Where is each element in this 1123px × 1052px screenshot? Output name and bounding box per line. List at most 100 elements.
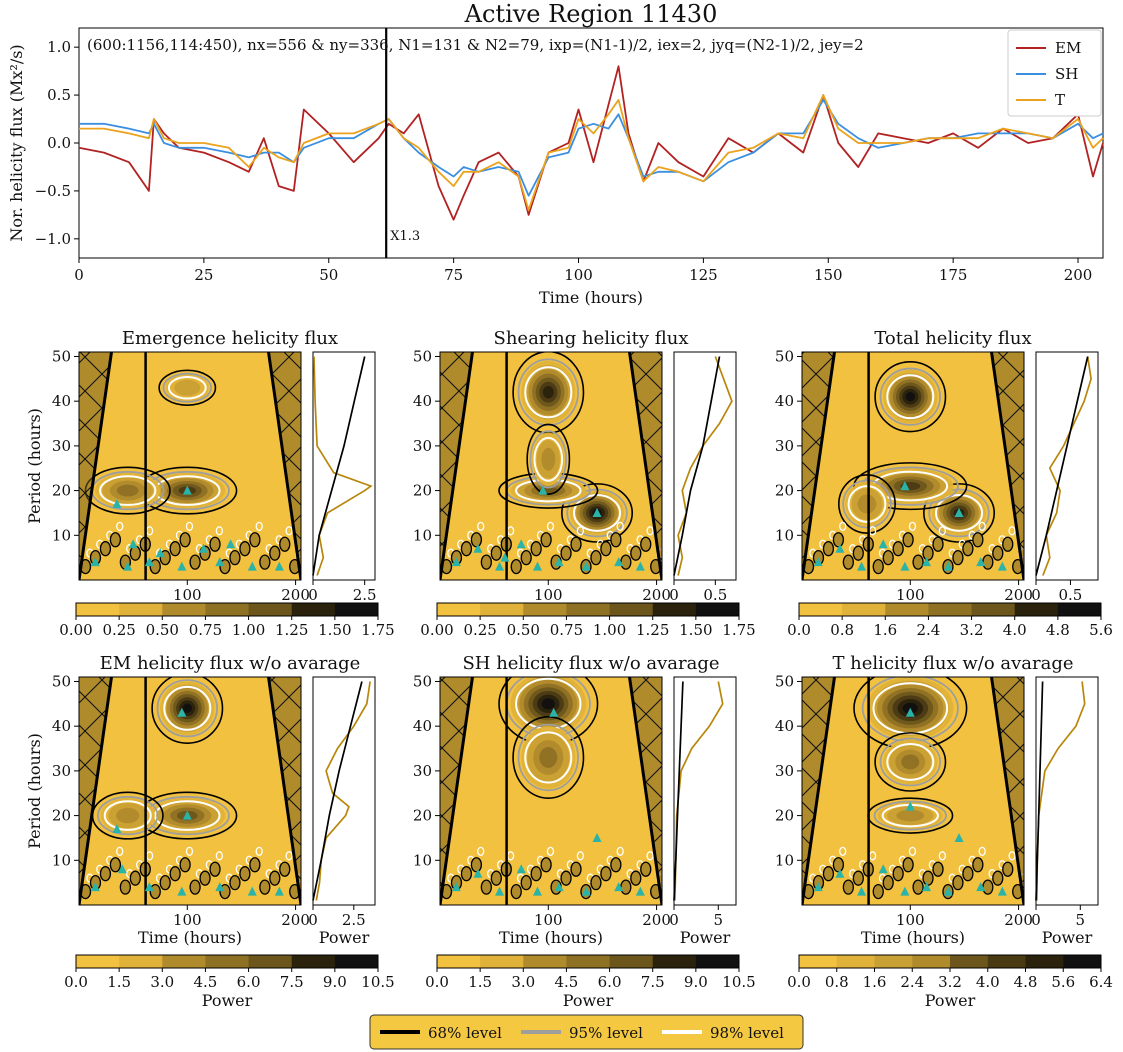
noise-contour [590, 549, 602, 566]
x-tick-label: 200 [642, 586, 671, 604]
colorbar-frame [798, 602, 1102, 617]
colorbar-tick-label: 4.0 [976, 973, 1000, 991]
local-maximum-marker [878, 864, 888, 874]
colorbar-band [334, 955, 379, 968]
local-maximum-marker [177, 886, 187, 896]
signif-98-contour [573, 494, 622, 532]
noise-contour-98 [546, 521, 555, 532]
timeseries-legend: EM SH T [1007, 29, 1102, 117]
colorbar-band [334, 603, 379, 616]
noise-contour [540, 857, 552, 873]
colorbar-band [1014, 603, 1059, 616]
signif-95-contour [156, 679, 218, 738]
y-tick-label: 20 [775, 807, 794, 825]
noise-contour [490, 870, 502, 886]
local-maximum-marker [592, 832, 602, 842]
noise-contour-98 [1008, 851, 1016, 861]
colorbar-tick-label: 4.8 [1046, 621, 1070, 639]
noise-contour [109, 857, 122, 873]
signif-95-contour [879, 367, 941, 426]
y-tick-label: 10 [52, 851, 71, 869]
colorbar-band [480, 603, 524, 616]
noise-contour [972, 857, 984, 873]
signif-98-contour [524, 731, 573, 784]
noise-contour [279, 536, 291, 552]
local-maximum-marker [123, 561, 133, 571]
power-contour-level [905, 391, 916, 402]
noise-contour [460, 866, 473, 882]
noise-contour [490, 545, 502, 561]
colorbar-tick-label: 1.25 [275, 621, 308, 639]
power-axis-label: Power [319, 928, 370, 947]
colorbar-tick-label: 9.0 [323, 973, 347, 991]
noise-contour [932, 536, 944, 552]
local-maximum-marker [835, 543, 845, 553]
colorbar-band [566, 603, 611, 616]
y-tick-label: −0.5 [35, 182, 71, 200]
noise-contour-98 [908, 846, 917, 857]
colorbar-label: Power [563, 991, 614, 1010]
colorbar-label: Power [202, 991, 253, 1010]
noise-contour [540, 532, 552, 548]
noise-contour-98 [215, 526, 223, 536]
noise-contour [992, 545, 1004, 561]
y-tick-label: 50 [413, 347, 432, 365]
y-tick-label: −1.0 [35, 230, 71, 248]
noise-contour [209, 861, 221, 877]
local-maximum-marker [500, 552, 510, 562]
coi-boundary-left [802, 677, 836, 905]
noise-contour [129, 545, 141, 561]
noise-contour-98 [616, 846, 624, 857]
local-maximum-marker [177, 561, 187, 571]
local-maximum-marker [878, 539, 888, 549]
noise-contour [510, 558, 522, 575]
power-contour-level [116, 484, 139, 497]
noise-contour [129, 870, 141, 886]
power-tick-label: 5 [1076, 911, 1086, 929]
local-maximum-marker [516, 864, 526, 874]
colorbar-tick-label: 0.50 [146, 621, 179, 639]
local-maximum-marker [274, 561, 284, 571]
y-tick-label: 40 [52, 392, 71, 410]
noise-contour-98 [616, 521, 624, 532]
panel-title: Shearing helicity flux [494, 328, 689, 349]
local-maximum-marker [554, 557, 564, 567]
noise-contour-98 [908, 521, 917, 532]
noise-contour [249, 857, 261, 873]
signif-68-contour [923, 483, 996, 543]
y-tick-label: 40 [413, 717, 432, 735]
noise-contour [560, 870, 572, 886]
noise-contour [640, 861, 652, 877]
signif-98-contour [524, 366, 573, 419]
panel-plot-area [79, 352, 301, 580]
panel-title: SH helicity flux w/o avarage [462, 653, 719, 674]
colorbar-tick-label: 0.8 [830, 621, 854, 639]
x-tick-label: 100 [896, 911, 925, 929]
y-tick-label: 1.0 [47, 38, 71, 56]
y-tick-label: 30 [52, 437, 71, 455]
local-maximum-marker [900, 481, 910, 491]
signif-68-contour [838, 474, 896, 534]
panel-frame [801, 351, 1025, 581]
noise-contour [822, 866, 835, 882]
colorbar-tick-label: 1.00 [232, 621, 265, 639]
local-maximum-marker [943, 886, 953, 896]
signif-68-contour [151, 677, 224, 744]
power-panel-frame [312, 676, 376, 906]
local-maximum-marker [473, 868, 483, 878]
noise-contour [470, 532, 483, 548]
noise-contour-98 [116, 521, 124, 532]
colorbar-tick-label: 0.75 [189, 621, 222, 639]
colorbar-band [162, 603, 206, 616]
y-tick-label: 20 [775, 482, 794, 500]
x-axis-label: Time (hours) [499, 928, 603, 947]
colorbar-tick-label: 3.0 [150, 973, 174, 991]
coi-boundary-right [990, 677, 1024, 905]
colorbar-tick-label: 0.8 [825, 973, 849, 991]
colorbar-band [1025, 955, 1064, 968]
noise-contour [209, 536, 221, 552]
noise-contour [620, 554, 632, 570]
x-tick-label: 100 [534, 586, 563, 604]
noise-contour [169, 541, 181, 557]
